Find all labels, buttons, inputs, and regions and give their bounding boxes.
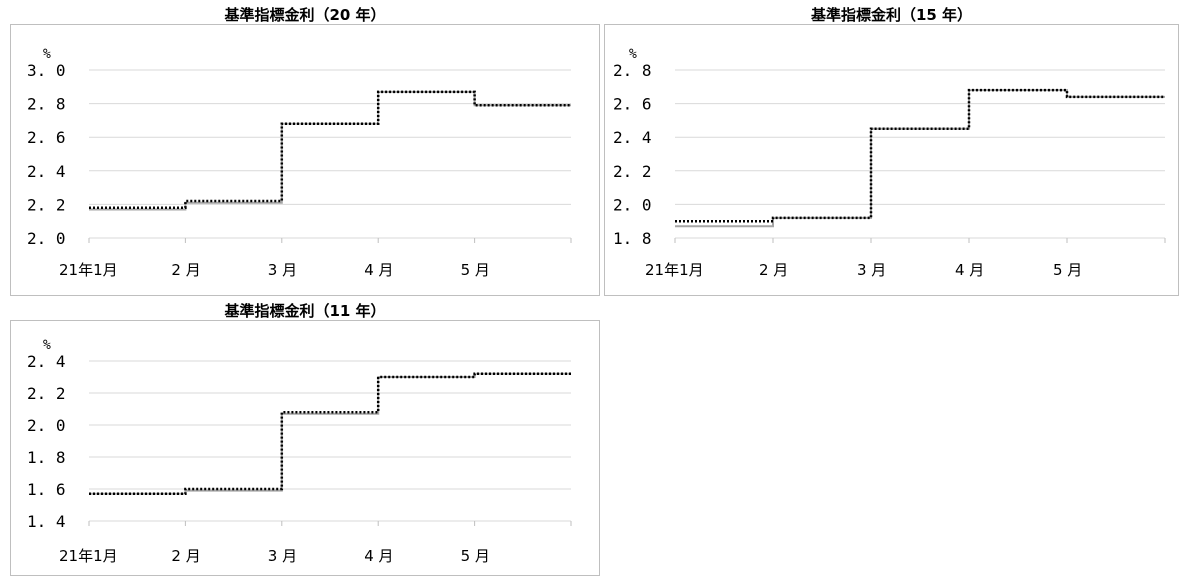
y-tick-label: 1. 8 bbox=[613, 229, 652, 248]
y-tick-label: 2. 2 bbox=[27, 195, 66, 214]
series-line-solid bbox=[675, 89, 1165, 228]
y-unit-label: % bbox=[629, 47, 637, 62]
x-tick-label: 21年1月 bbox=[645, 261, 704, 279]
x-tick-label: 5 月 bbox=[461, 547, 490, 565]
chart-title: 基準指標金利（20 年） bbox=[224, 6, 386, 24]
plot-area: % 1. 8 2. 0 2. 2 2. 4 2. 6 2. 8 21年1月 2 月 3 月 4 月 5… bbox=[613, 47, 1166, 279]
chart-20-year: 基準指標金利（20 年） % 2. 0 2. 2 2. 4 2. 6 2. 8 3. 0 21… bbox=[10, 4, 600, 296]
plot-area: % 1. 4 1. 6 1. 8 2. 0 2. 2 2. 4 21年1月 2 月 3 月 4 月 5… bbox=[27, 338, 572, 565]
chart-title: 基準指標金利（15 年） bbox=[810, 6, 973, 24]
series-line-solid bbox=[89, 90, 571, 211]
series-line-dotted bbox=[89, 372, 571, 496]
series-line-dotted bbox=[89, 90, 571, 210]
x-tick-label: 3 月 bbox=[268, 547, 297, 565]
x-tick-label: 5 月 bbox=[1053, 261, 1082, 279]
x-tick-label: 5 月 bbox=[461, 261, 490, 279]
y-tick-label: 2. 8 bbox=[613, 61, 652, 80]
y-tick-label: 2. 4 bbox=[27, 162, 66, 181]
y-tick-label: 2. 8 bbox=[27, 95, 66, 114]
x-tick-label: 4 月 bbox=[364, 547, 393, 565]
y-tick-label: 1. 4 bbox=[27, 512, 66, 531]
x-tick-label: 4 月 bbox=[364, 261, 393, 279]
y-tick-label: 2. 4 bbox=[27, 352, 66, 371]
x-tick-label: 3 月 bbox=[268, 261, 297, 279]
y-tick-label: 1. 6 bbox=[27, 480, 66, 499]
chart-frame: % 1. 8 2. 0 2. 2 2. 4 2. 6 2. 8 21年1月 2 月 3 月 4 月 5… bbox=[604, 24, 1179, 296]
x-tick-label: 2 月 bbox=[171, 261, 200, 279]
y-tick-label: 2. 6 bbox=[27, 128, 66, 147]
series-line-solid bbox=[89, 372, 571, 495]
x-tick-label: 3 月 bbox=[857, 261, 886, 279]
x-tick-label: 2 月 bbox=[171, 547, 200, 565]
chart-frame: % 2. 0 2. 2 2. 4 2. 6 2. 8 3. 0 21年1月 2 月 3 月 4 月 5… bbox=[10, 24, 600, 296]
y-tick-label: 2. 6 bbox=[613, 95, 652, 114]
y-unit-label: % bbox=[43, 338, 51, 353]
y-tick-label: 2. 4 bbox=[613, 128, 652, 147]
y-tick-label: 2. 2 bbox=[613, 162, 652, 181]
y-tick-label: 2. 2 bbox=[27, 384, 66, 403]
y-tick-label: 2. 0 bbox=[27, 416, 66, 435]
chart-15-year: 基準指標金利（15 年） % 1. 8 2. 0 2. 2 2. 4 2. 6 2. 8 21… bbox=[604, 4, 1179, 296]
x-tick-label: 21年1月 bbox=[59, 261, 118, 279]
chart-frame: % 1. 4 1. 6 1. 8 2. 0 2. 2 2. 4 21年1月 2 月 3 月 4 月 5… bbox=[10, 320, 600, 576]
x-tick-label: 4 月 bbox=[955, 261, 984, 279]
y-unit-label: % bbox=[43, 47, 51, 62]
x-tick-label: 21年1月 bbox=[59, 547, 118, 565]
series-line-dotted bbox=[675, 88, 1165, 223]
y-tick-label: 2. 0 bbox=[613, 195, 652, 214]
y-tick-label: 1. 8 bbox=[27, 448, 66, 467]
chart-title: 基準指標金利（11 年） bbox=[224, 302, 386, 320]
y-tick-label: 3. 0 bbox=[27, 61, 66, 80]
plot-area: % 2. 0 2. 2 2. 4 2. 6 2. 8 3. 0 21年1月 2 月 3 月 4 月 5… bbox=[27, 47, 572, 279]
x-tick-label: 2 月 bbox=[759, 261, 788, 279]
y-tick-label: 2. 0 bbox=[27, 229, 66, 248]
chart-11-year: 基準指標金利（11 年） % 1. 4 1. 6 1. 8 2. 0 2. 2 2. 4 21… bbox=[10, 300, 600, 576]
